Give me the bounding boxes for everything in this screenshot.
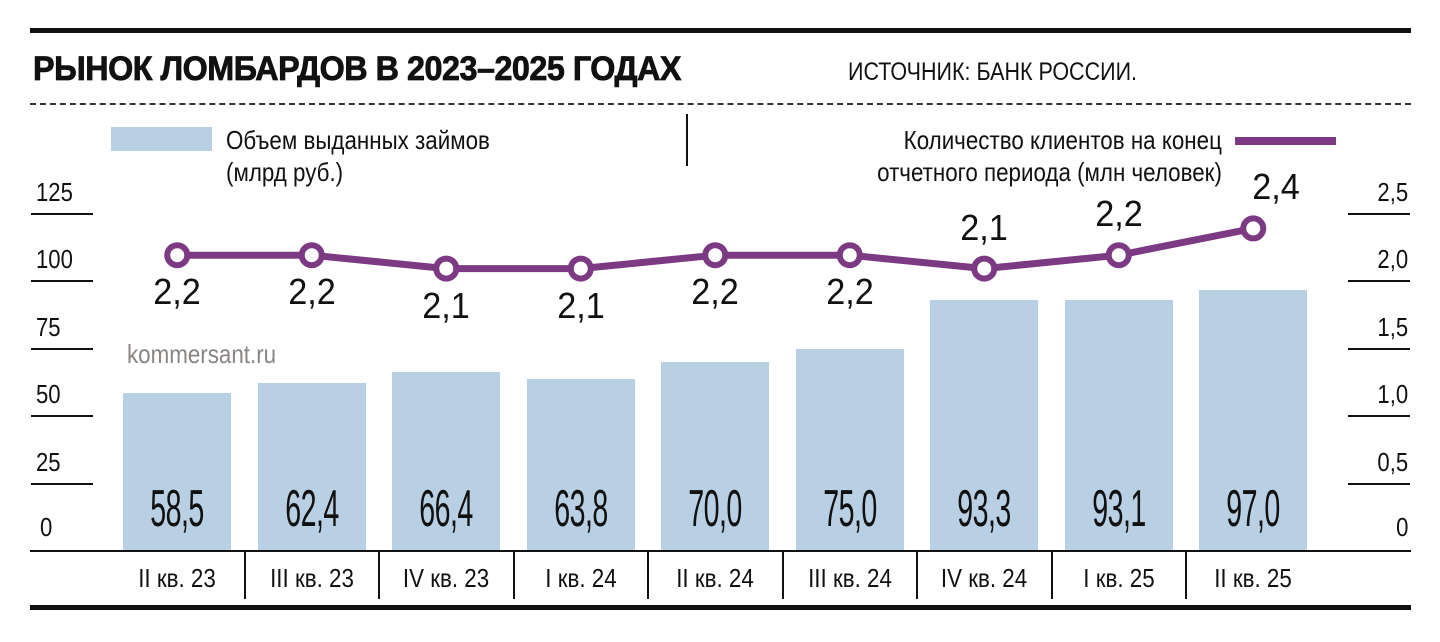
line-point-marker <box>836 242 863 269</box>
legend-separator <box>686 114 688 166</box>
line-point-marker <box>433 255 460 282</box>
line-point-label: 2,2 <box>691 271 740 313</box>
legend-line-swatch <box>1235 137 1336 145</box>
category-separator <box>916 551 918 599</box>
bar <box>1199 290 1308 550</box>
right-axis-tick-label: 0 <box>1395 512 1408 542</box>
line-point-marker <box>567 255 594 282</box>
line-point-label: 2,4 <box>1252 166 1301 208</box>
left-axis-tick-line <box>31 482 93 485</box>
right-axis-tick-label: 0,5 <box>1377 446 1408 477</box>
bar <box>392 372 501 550</box>
legend-bars-label: Объем выданных займов (млрд руб.) <box>226 124 490 188</box>
right-axis-tick-line <box>1348 280 1410 283</box>
left-axis-tick-label: 25 <box>36 446 61 477</box>
chart-source: ИСТОЧНИК: БАНК РОССИИ. <box>848 58 1138 86</box>
left-axis-tick-label: 125 <box>36 177 73 207</box>
line-point-marker <box>164 242 191 269</box>
right-axis-tick-line <box>1348 213 1410 215</box>
category-separator <box>1050 551 1053 599</box>
dashed-divider <box>30 103 1411 105</box>
bar-value-label: 93,1 <box>1092 480 1146 538</box>
legend-bar-swatch <box>111 127 212 151</box>
left-axis-tick-line <box>31 415 93 418</box>
bar <box>526 379 635 550</box>
bar-value-label: 70,0 <box>688 480 743 538</box>
bar-value-label: 97,0 <box>1226 480 1281 538</box>
bar <box>661 362 770 550</box>
left-axis-tick-label: 75 <box>36 311 61 342</box>
category-label: III кв. 23 <box>269 563 354 593</box>
x-axis-baseline <box>30 550 1411 552</box>
category-separator <box>781 551 784 599</box>
line-point-marker <box>1105 242 1132 269</box>
legend-bars-line1: Объем выданных займов <box>226 125 490 155</box>
category-separator <box>1185 551 1187 599</box>
bar-value-label: 75,0 <box>823 480 877 538</box>
left-axis-tick-label: 0 <box>40 512 53 542</box>
category-label: II кв. 24 <box>676 563 754 593</box>
left-axis-tick-line <box>31 347 93 350</box>
bar-value-label: 58,5 <box>150 480 205 538</box>
line-point-marker <box>971 255 998 282</box>
category-label: II кв. 25 <box>1214 563 1292 593</box>
line-point-label: 2,2 <box>1094 193 1143 235</box>
category-separator <box>243 551 246 599</box>
line-point-label: 2,2 <box>287 271 336 313</box>
left-axis-tick-line <box>31 280 93 283</box>
bar <box>257 382 366 550</box>
bar <box>1064 300 1173 550</box>
category-label: IV кв. 24 <box>940 563 1028 593</box>
line-point-label: 2,1 <box>960 206 1009 248</box>
legend-line-line2: отчетного периода (млн человек) <box>877 157 1222 187</box>
right-axis-tick-line <box>1348 482 1410 485</box>
left-axis-tick-label: 100 <box>36 244 73 275</box>
category-separator <box>647 551 649 599</box>
category-label: III кв. 24 <box>807 563 892 593</box>
bar-value-label: 63,8 <box>554 480 608 538</box>
legend-line-line1: Количество клиентов на конец <box>903 125 1222 155</box>
line-point-label: 2,1 <box>422 284 471 326</box>
line-point-label: 2,1 <box>556 284 605 326</box>
bottom-rule <box>30 605 1411 610</box>
legend-line-label: Количество клиентов на конец отчетного п… <box>877 124 1222 188</box>
bar-value-label: 93,3 <box>957 480 1012 538</box>
legend-bars-line2: (млрд руб.) <box>226 157 344 187</box>
right-axis-tick-label: 1,0 <box>1377 379 1408 410</box>
chart-title: РЫНОК ЛОМБАРДОВ В 2023–2025 ГОДАХ <box>33 50 682 89</box>
bar <box>123 393 232 550</box>
line-point-label: 2,2 <box>153 271 202 313</box>
line-point-marker <box>1240 215 1267 242</box>
right-axis-tick-line <box>1348 347 1410 350</box>
left-axis-tick-label: 50 <box>36 379 61 410</box>
bar <box>930 299 1039 550</box>
right-axis-tick-line <box>1348 415 1410 418</box>
category-label: II кв. 23 <box>138 563 216 593</box>
category-label: I кв. 24 <box>544 563 617 593</box>
bar-value-label: 62,4 <box>285 480 339 538</box>
watermark: kommersant.ru <box>127 339 277 369</box>
line-point-marker <box>298 242 325 269</box>
line-point-label: 2,2 <box>825 271 874 313</box>
bar-value-label: 66,4 <box>419 480 474 538</box>
left-axis-tick-line <box>31 213 93 215</box>
category-label: I кв. 25 <box>1082 563 1155 593</box>
category-separator <box>378 551 380 599</box>
category-label: IV кв. 23 <box>402 563 490 593</box>
line-point-marker <box>702 242 729 269</box>
top-rule <box>30 28 1411 33</box>
right-axis-tick-label: 2,5 <box>1377 177 1408 207</box>
right-axis-tick-label: 2,0 <box>1377 244 1408 275</box>
right-axis-tick-label: 1,5 <box>1377 311 1408 342</box>
category-separator <box>512 551 515 599</box>
bar <box>795 349 904 550</box>
